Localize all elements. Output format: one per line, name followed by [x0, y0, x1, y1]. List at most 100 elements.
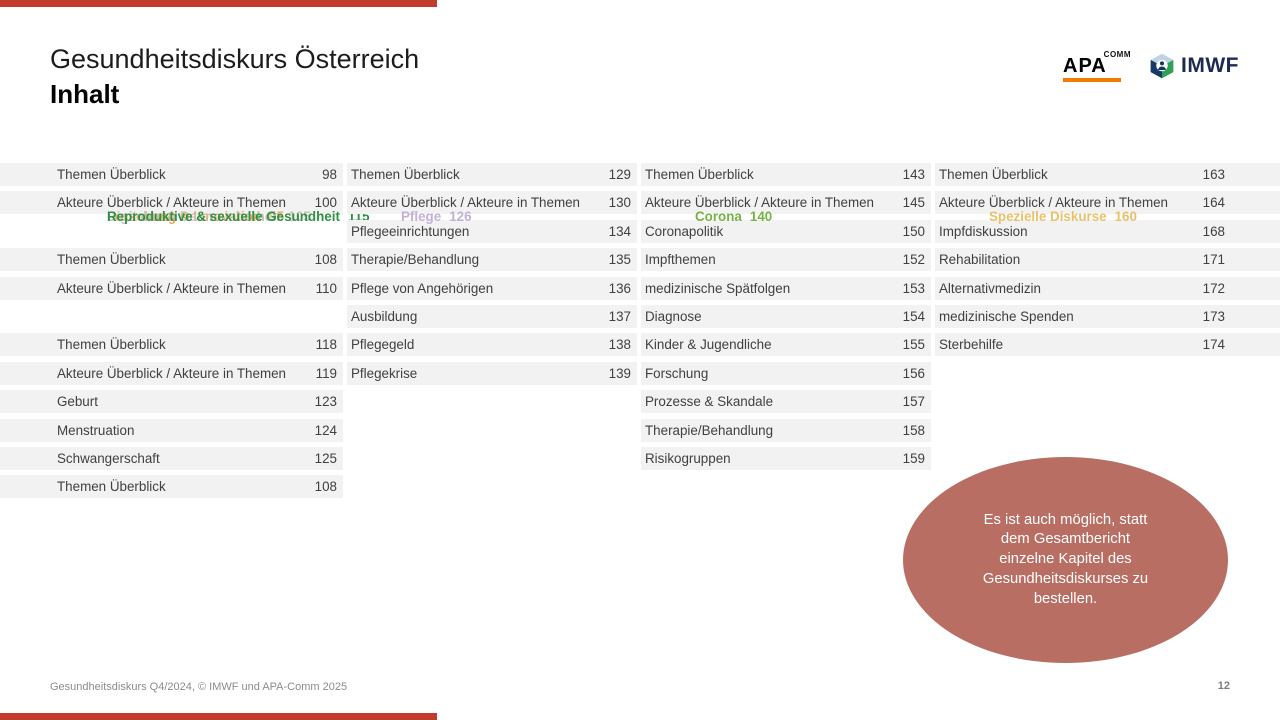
toc-entry: Themen Überblick 163 — [935, 163, 1280, 186]
toc-spacer — [0, 305, 343, 328]
toc-entry-page: 150 — [902, 223, 925, 239]
toc-entry: Sterbehilfe 174 — [935, 333, 1280, 357]
toc-entry-label: Prozesse & Skandale — [645, 394, 774, 410]
toc-entry-page: 134 — [608, 223, 631, 239]
toc-entry-label: Akteure Überblick / Akteure in Themen — [351, 195, 580, 211]
toc-entry: Akteure Überblick / Akteure in Themen 119 — [0, 361, 343, 385]
imwf-logo-text: IMWF — [1181, 54, 1239, 77]
toc-section-header: Spezielle Diskurse 160 — [985, 205, 1192, 228]
toc-entry: Themen Überblick 118 — [0, 333, 343, 357]
toc-entry-label: Themen Überblick — [939, 167, 1048, 182]
toc-section-page: 105 — [288, 209, 311, 224]
toc-entry: Forschung 156 — [641, 361, 931, 385]
toc-entry-page: 119 — [315, 365, 337, 381]
toc-column: Forschung & Innovation 95 Themen Überblick… — [0, 163, 370, 504]
imwf-logo: IMWF — [1148, 52, 1239, 80]
toc-entry: Menstruation 124 — [0, 418, 343, 442]
toc-section-page: 126 — [449, 209, 472, 224]
toc-entry-label: Akteure Überblick / Akteure in Themen — [57, 195, 286, 211]
toc-entry-label: Forschung — [645, 365, 709, 381]
toc-entry: Prozesse & Skandale 157 — [641, 390, 931, 414]
toc-entry-label: Coronapolitik — [645, 223, 724, 239]
toc-entry: Themen Überblick 98 — [0, 163, 343, 186]
apa-logo-text: APA — [1063, 55, 1107, 77]
toc-entry-page: 168 — [1202, 223, 1225, 239]
toc-entry: Impfdiskussion 168 — [935, 219, 1280, 243]
note-bubble: Es ist auch möglich, statt dem Gesamtber… — [903, 457, 1228, 663]
toc-entry-page: 174 — [1202, 337, 1225, 353]
toc-section-label: Forschung & Innovation — [107, 209, 261, 224]
toc-entry-page: 158 — [902, 422, 925, 438]
toc-entry: Akteure Überblick / Akteure in Themen 110 — [0, 276, 343, 300]
toc-column: Pflege 126 Themen Überblick 129 Akteure Über… — [347, 163, 637, 390]
apa-logo-underline — [1063, 78, 1121, 82]
toc-entry-label: Themen Überblick — [645, 167, 754, 182]
toc-entry-page: 108 — [314, 252, 337, 268]
toc-entry-label: medizinische Spenden — [939, 308, 1074, 324]
toc-section-header: Forschung & Innovation 95 — [50, 205, 290, 228]
toc-entry: Coronapolitik 150 — [641, 219, 931, 243]
toc-entry-page: 135 — [608, 252, 631, 268]
toc-section-header: Corona 140 — [691, 205, 778, 228]
toc-section-header: Reproduktive & sexuelle Gesundheit 115 — [50, 205, 376, 228]
toc-entry-label: Akteure Überblick / Akteure in Themen — [939, 195, 1168, 211]
toc-entry-page: 163 — [1202, 167, 1225, 182]
toc-entry: Alternativmedizin 172 — [935, 276, 1280, 300]
toc-entry-page: 154 — [902, 308, 925, 324]
note-bubble-text: Es ist auch möglich, statt dem Gesamtber… — [982, 511, 1149, 607]
toc-entry: Impfthemen 152 — [641, 248, 931, 272]
toc-entry-page: 118 — [315, 337, 337, 353]
toc-entry: Therapie/Behandlung 158 — [641, 418, 931, 442]
toc-entry: medizinische Spenden 173 — [935, 304, 1280, 328]
toc-section-label: Pflege — [401, 209, 442, 224]
toc-entry-page: 156 — [902, 365, 925, 381]
bottom-accent-bar — [0, 713, 437, 720]
toc-entry-label: Impfdiskussion — [939, 223, 1028, 239]
toc-entry-label: Pflegeeinrichtungen — [351, 223, 470, 239]
toc-entry-page: 130 — [608, 195, 631, 211]
toc-entry-page: 159 — [902, 450, 925, 466]
toc-section-page: 95 — [269, 209, 284, 224]
toc-entry-label: Impfthemen — [645, 252, 716, 268]
toc-section-label: Spezielle Diskurse — [989, 209, 1107, 224]
toc-entry: Pflegekrise 139 — [347, 361, 637, 385]
toc-entry-page: 171 — [1202, 252, 1225, 268]
toc-section-label: Reproduktive & sexuelle Gesundheit — [107, 209, 340, 224]
toc-entry: Themen Überblick 108 — [0, 248, 343, 272]
toc-entry: Therapie/Behandlung 135 — [347, 248, 637, 272]
toc-entry-page: 139 — [608, 365, 631, 381]
toc-entry-label: Pflege von Angehörigen — [351, 280, 494, 296]
toc-entry-page: 145 — [902, 195, 925, 211]
toc-entry: Geburt 123 — [0, 390, 343, 414]
toc-entry: medizinische Spätfolgen 153 — [641, 276, 931, 300]
toc-entry-page: 98 — [322, 167, 337, 182]
toc-entry-label: Alternativmedizin — [939, 280, 1041, 296]
toc-column: Corona 140 Themen Überblick 143 Akteure Über… — [641, 163, 931, 475]
toc-section-page: 140 — [749, 209, 773, 224]
toc-entry-label: Therapie/Behandlung — [645, 422, 774, 438]
toc-entry-label: Themen Überblick — [57, 252, 166, 268]
toc-entry: Rehabilitation 171 — [935, 248, 1280, 272]
toc-entry-label: Themen Überblick — [57, 337, 166, 353]
toc-entry-page: 164 — [1202, 195, 1225, 211]
toc-entry: Pflegeeinrichtungen 134 — [347, 219, 637, 243]
toc-entry-page: 108 — [314, 479, 337, 495]
toc-entry-label: Geburt — [57, 394, 98, 410]
toc-entry-page: 100 — [314, 195, 337, 211]
toc-entry: Akteure Überblick / Akteure in Themen 100 — [0, 191, 343, 215]
toc-entry: Pflege von Angehörigen 136 — [347, 276, 637, 300]
toc-entry-page: 110 — [315, 280, 337, 296]
toc-entry-page: 173 — [1202, 308, 1225, 324]
toc-entry: Themen Überblick 129 — [347, 163, 637, 186]
toc-entry: Kinder & Jugendliche 155 — [641, 333, 931, 357]
toc-entry: Pflegegeld 138 — [347, 333, 637, 357]
toc-entry-page: 172 — [1202, 280, 1225, 296]
toc-entry-page: 155 — [902, 337, 925, 353]
imwf-cube-icon — [1150, 53, 1174, 79]
toc-entry-label: Risikogruppen — [645, 450, 731, 466]
toc-entry-label: Akteure Überblick / Akteure in Themen — [57, 280, 286, 296]
toc-entry-page: 129 — [608, 167, 631, 182]
toc-entry-page: 124 — [314, 422, 337, 438]
toc-entry-label: Ausbildung — [351, 308, 418, 324]
